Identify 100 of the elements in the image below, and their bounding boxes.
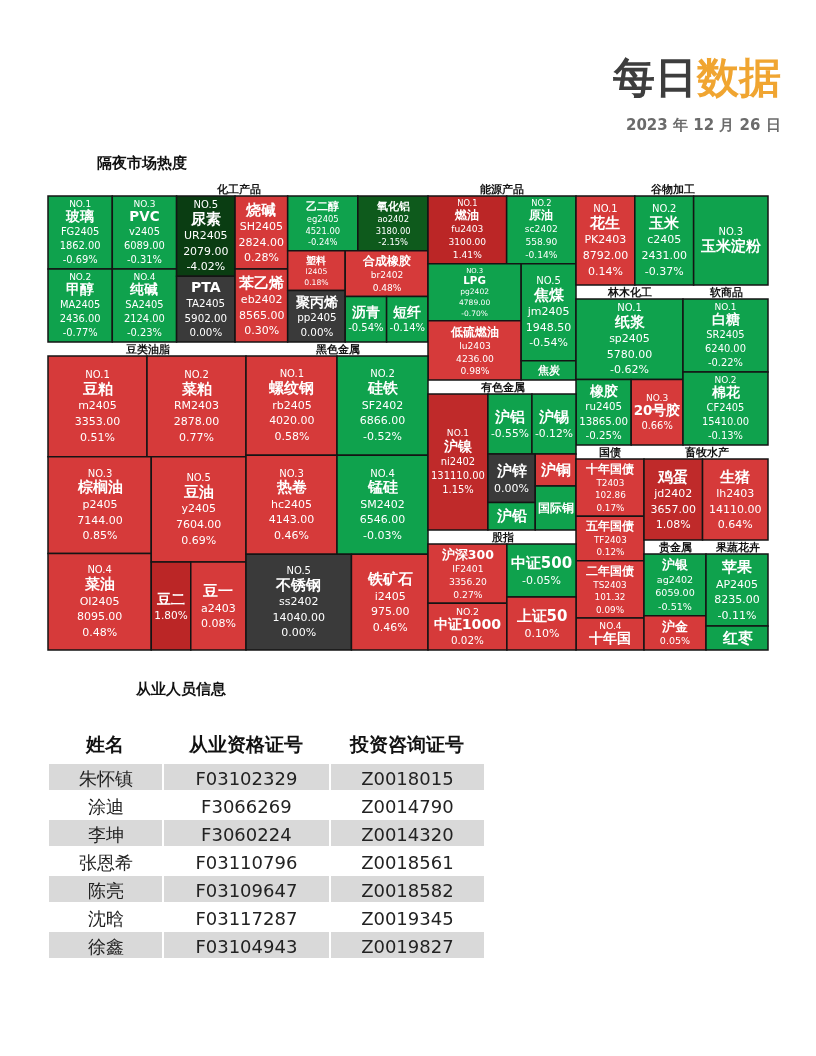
text: 畜牧水产 bbox=[684, 446, 729, 459]
text: 豆类油脂 bbox=[125, 343, 170, 356]
data-label: SF2402 6866.00 -0.52% bbox=[359, 398, 406, 443]
text: 涂迪 bbox=[87, 795, 124, 817]
text: NO.2 bbox=[184, 369, 209, 381]
text: 化工产品 bbox=[216, 183, 261, 196]
text: NO.3 bbox=[87, 467, 113, 479]
category-label: 沪金 bbox=[661, 618, 689, 634]
data-label: eb2402 8565.00 0.30% bbox=[238, 293, 285, 338]
data-label: y2405 7604.00 0.69% bbox=[175, 502, 222, 547]
text: 能源产品 bbox=[480, 183, 524, 196]
text: NO.2 bbox=[455, 605, 479, 617]
text: F03102329 bbox=[195, 767, 298, 789]
category-label: 塑料 bbox=[305, 253, 327, 266]
text: NO.5 bbox=[286, 564, 311, 576]
text: NO.3 bbox=[646, 392, 669, 403]
category-label: 焦炭 bbox=[536, 364, 561, 378]
category-label: 热卷 bbox=[275, 478, 307, 497]
data-label: ao2402 3180.00 -2.15% bbox=[375, 213, 411, 248]
text: 林木化工 bbox=[607, 286, 652, 299]
data-label: ni2402 131110.00 1.15% bbox=[431, 455, 485, 495]
text: F3066269 bbox=[201, 795, 292, 817]
data-label: UR2405 2079.00 -4.02% bbox=[183, 229, 229, 274]
text: NO.4 bbox=[599, 621, 622, 632]
category-label: 螺纹钢 bbox=[268, 378, 315, 397]
category-label: 白糖 bbox=[711, 311, 740, 328]
data-label: TS2403 101.32 0.09% bbox=[592, 579, 627, 615]
category-label: 豆油 bbox=[182, 482, 214, 501]
category-label: PTA bbox=[191, 279, 221, 296]
data-label: SR2405 6240.00 -0.22% bbox=[705, 329, 746, 369]
category-label: 合成橡胶 bbox=[362, 254, 412, 269]
category-label: 玻璃 bbox=[65, 208, 95, 225]
data-label: T2403 102.86 0.17% bbox=[594, 477, 627, 513]
text: 张恩希 bbox=[78, 851, 133, 873]
data-label: MA2405 2436.00 -0.77% bbox=[59, 299, 101, 339]
category-label: 十年国债 bbox=[585, 462, 635, 477]
category-label: 苹果 bbox=[721, 558, 753, 577]
text: 果蔬花卉 bbox=[715, 541, 760, 554]
data-label: jm2405 1948.50 -0.54% bbox=[525, 305, 572, 350]
category-label: 低硫燃油 bbox=[450, 323, 500, 339]
text: NO.1 bbox=[593, 203, 618, 215]
category-label: 投资咨询证号 bbox=[348, 733, 464, 755]
data-label: sc2402 558.90 -0.14% bbox=[524, 224, 558, 261]
category-label: 沪深300 bbox=[440, 546, 495, 562]
category-label: 纸浆 bbox=[613, 312, 645, 331]
category-label: 生猪 bbox=[719, 467, 751, 486]
text: 朱怀镇 bbox=[78, 767, 133, 789]
data-label: jd2402 3657.00 1.08% bbox=[650, 487, 697, 532]
data-label: rb2405 4020.00 0.58% bbox=[269, 398, 315, 443]
text: NO.4 bbox=[133, 272, 156, 283]
data-label: sp2405 5780.00 -0.62% bbox=[606, 332, 653, 377]
category-label: 沪银 bbox=[661, 557, 689, 573]
text: F3060224 bbox=[201, 823, 292, 845]
text: NO.2 bbox=[651, 203, 677, 215]
data-label: CF2405 15410.00 -0.13% bbox=[701, 402, 750, 442]
text: Z0018561 bbox=[361, 851, 454, 873]
data-label: c2405 2431.00 -0.37% bbox=[641, 233, 687, 278]
text: Z0019827 bbox=[361, 935, 454, 957]
category-label: 从业资格证号 bbox=[187, 733, 303, 755]
category-label: 棉花 bbox=[710, 384, 741, 401]
category-label: 十年国 bbox=[588, 630, 632, 647]
data-label: FG2405 1862.00 -0.69% bbox=[59, 226, 101, 266]
data-label: PK2403 8792.00 0.14% bbox=[582, 233, 629, 278]
text: 2023 年 12 月 26 日 bbox=[626, 116, 781, 134]
category-label: 豆一 bbox=[202, 581, 234, 600]
data-label: -0.14% bbox=[389, 322, 425, 334]
category-label: 沪铅 bbox=[496, 507, 528, 526]
category-label: 甲醇 bbox=[66, 281, 95, 298]
category-label: 燃油 bbox=[454, 207, 480, 223]
data-label: p2405 7144.00 0.85% bbox=[77, 498, 123, 543]
text: 黑色金属 bbox=[315, 343, 360, 356]
text: 隔夜市场热度 bbox=[97, 154, 187, 172]
category-label: 五年国债 bbox=[585, 519, 635, 534]
data-label: pp2405 0.00% bbox=[297, 311, 337, 339]
category-label: 焦煤 bbox=[532, 285, 565, 304]
text: NO.2 bbox=[714, 375, 737, 386]
data-label: m2405 3353.00 0.51% bbox=[74, 399, 121, 444]
data-label: IF2401 3356.20 0.27% bbox=[448, 562, 487, 600]
category-label: 苯乙烯 bbox=[238, 273, 285, 292]
text: 国债 bbox=[599, 446, 621, 459]
data-label: RM2403 2878.00 0.77% bbox=[173, 399, 220, 444]
category-label: 上证50 bbox=[515, 607, 568, 626]
text: F03109647 bbox=[195, 879, 298, 901]
text: NO.2 bbox=[370, 368, 395, 380]
text: Z0019345 bbox=[361, 907, 454, 929]
data-label: 1.80% bbox=[154, 608, 188, 621]
category-label: 聚丙烯 bbox=[294, 293, 338, 310]
text: 贵金属 bbox=[658, 541, 692, 554]
category-label: 沪锡 bbox=[537, 407, 569, 425]
data-label: -0.54% bbox=[348, 322, 384, 334]
text: 软商品 bbox=[709, 286, 743, 299]
category-label: 菜油 bbox=[83, 575, 115, 594]
data-label: 0.02% bbox=[450, 634, 485, 647]
category-label: 中证500 bbox=[510, 554, 573, 573]
text: NO.1 bbox=[446, 428, 470, 439]
data-label: TA2405 5902.00 0.00% bbox=[184, 296, 228, 339]
category-label: 硅铁 bbox=[366, 378, 399, 397]
category-label: 不锈钢 bbox=[275, 575, 322, 594]
text: 从业人员信息 bbox=[135, 680, 227, 698]
text: NO.3 bbox=[133, 199, 156, 210]
